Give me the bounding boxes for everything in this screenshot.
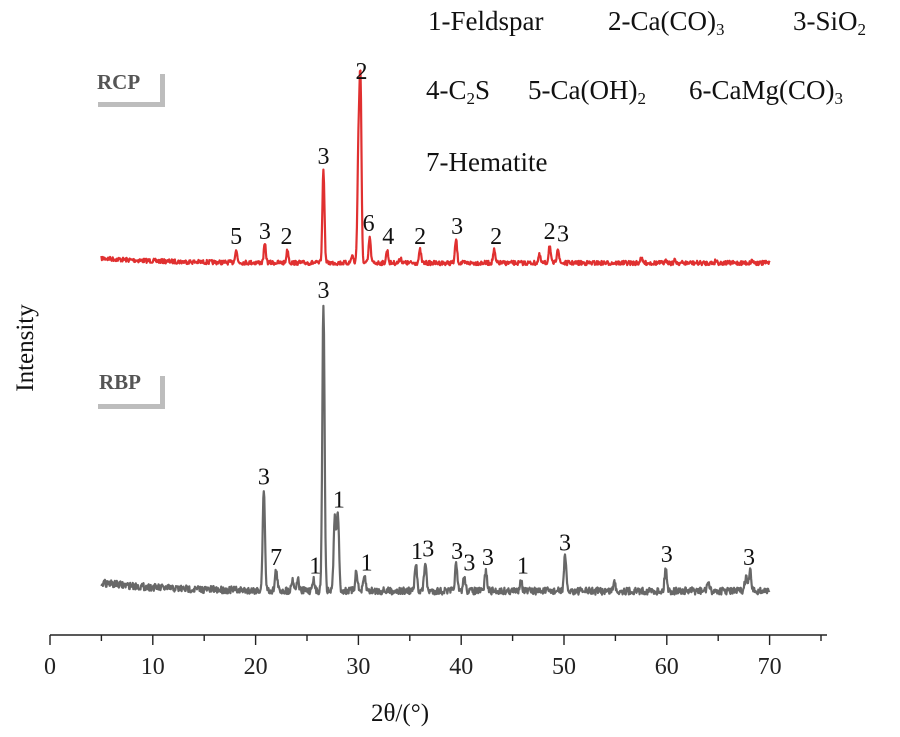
peak-label: 3	[661, 542, 673, 568]
series-rbp-line	[100, 304, 771, 596]
peak-label: 1	[517, 554, 529, 580]
legend-num: 6	[689, 75, 703, 105]
legend-entry-2: 2-Ca(CO)3	[608, 6, 725, 39]
legend-num: 5	[528, 75, 542, 105]
peak-label: 3	[451, 539, 463, 565]
peak-label: 7	[270, 545, 282, 571]
peak-label: 3	[743, 545, 755, 571]
x-tick-label: 60	[655, 654, 679, 680]
legend-entry-1: 1-Feldspar	[428, 6, 544, 36]
legend-entry-6: 6-CaMg(CO)3	[689, 75, 843, 108]
legend-entry-5: 5-Ca(OH)2	[528, 75, 646, 108]
legend-entry-3: 3-SiO2	[793, 6, 867, 39]
legend-text: Hematite	[448, 147, 548, 177]
rbp-tag-frame	[98, 376, 165, 409]
peak-label: 3	[463, 551, 475, 577]
peak-label: 3	[317, 278, 329, 304]
legend-num: 7	[426, 147, 440, 177]
x-tick-label: 50	[552, 654, 576, 680]
peak-label: 5	[230, 224, 242, 250]
peak-label: 3	[482, 545, 494, 571]
legend-num: 3	[793, 6, 807, 36]
x-tick-label: 30	[346, 654, 370, 680]
peak-label: 3	[451, 214, 463, 240]
peak-label: 3	[258, 465, 270, 491]
legend-num: 2	[608, 6, 622, 36]
peak-label: 2	[414, 224, 426, 250]
peak-label: 3	[557, 222, 569, 248]
x-tick-label: 10	[141, 654, 165, 680]
peak-label: 2	[280, 224, 292, 250]
rbp-series-tag: RBP	[99, 370, 141, 394]
legend-text: Feldspar	[450, 6, 544, 36]
x-tick-label: 70	[758, 654, 782, 680]
peak-label: 3	[317, 144, 329, 170]
series-layer	[100, 69, 771, 596]
rcp-series-tag: RCP	[97, 70, 141, 94]
legend-num: 4	[426, 75, 440, 105]
x-axis-label: 2θ/(°)	[370, 700, 430, 727]
peak-label: 1	[411, 539, 423, 565]
legend-entry-7: 7-Hematite	[426, 147, 548, 177]
y-axis-label: Intensity	[12, 304, 39, 392]
peak-label: 2	[544, 219, 556, 245]
series-rcp-line	[100, 69, 771, 267]
legend-entry-4: 4-C2S	[426, 75, 491, 108]
x-tick-label: 40	[449, 654, 473, 680]
peak-label: 3	[422, 536, 434, 562]
peak-label: 1	[333, 488, 345, 514]
x-tick-label: 0	[44, 654, 56, 680]
x-axis: 0 10 20 30 40 50 60 70	[44, 634, 827, 680]
peak-label: 3	[259, 219, 271, 245]
peak-label: 2	[355, 59, 367, 85]
peak-label: 1	[361, 551, 373, 577]
x-tick-label: 20	[244, 654, 268, 680]
peak-label: 6	[363, 211, 375, 237]
peak-label: 1	[309, 554, 321, 580]
peak-label: 2	[490, 224, 502, 250]
peak-label: 4	[382, 224, 394, 250]
peak-label: 3	[559, 531, 571, 557]
rcp-tag-frame	[98, 74, 165, 107]
legend-num: 1	[428, 6, 442, 36]
